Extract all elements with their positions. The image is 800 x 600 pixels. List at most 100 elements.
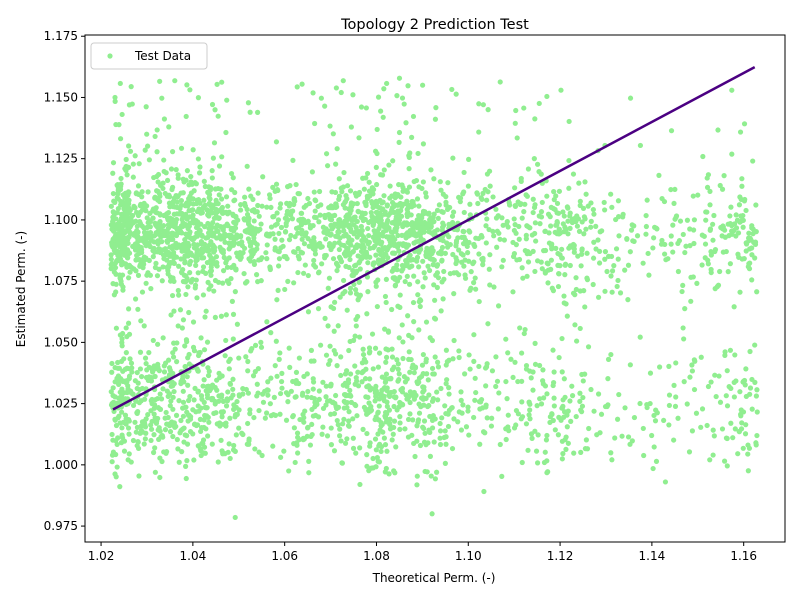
data-point [406,349,412,355]
data-point [180,190,186,196]
data-point [749,277,755,283]
data-point [310,386,316,392]
data-point [292,459,298,466]
data-point [414,196,421,202]
data-point [282,286,288,293]
data-point [441,268,447,275]
data-point [191,397,197,403]
data-point [110,244,116,250]
data-point [521,330,527,337]
data-point [519,459,525,466]
data-point [168,312,174,318]
data-point [707,202,713,208]
data-point [681,336,687,342]
data-point [376,350,383,356]
data-point [479,234,485,240]
data-point [343,393,349,399]
data-point [550,347,556,353]
data-point [438,385,444,392]
data-point [330,224,337,230]
data-point [738,213,744,219]
data-point [230,336,236,342]
data-point [194,243,200,249]
data-point [262,415,268,421]
data-point [391,418,398,424]
data-point [661,417,667,424]
data-point [386,162,392,168]
data-point [586,425,592,432]
data-point [684,401,690,407]
data-point [117,136,124,142]
data-point [485,189,491,195]
data-point [268,330,274,336]
data-point [387,416,393,422]
data-point [533,238,539,244]
data-point [209,101,216,108]
data-point [545,211,552,217]
data-point [355,229,361,235]
data-point [155,188,161,194]
data-point [171,278,177,284]
data-point [420,211,426,217]
data-point [334,261,340,267]
data-point [125,416,132,423]
data-point [183,463,189,469]
data-point [736,202,743,208]
data-point [647,370,654,376]
data-point [363,237,369,243]
data-point [432,354,438,360]
data-point [140,235,146,241]
data-point [222,353,228,359]
data-point [375,410,381,416]
data-point [545,280,551,286]
data-point [519,350,525,356]
data-point [590,255,597,261]
data-point [309,169,315,175]
data-point [292,249,298,255]
data-point [143,416,149,422]
data-point [747,348,753,355]
data-point [274,297,280,303]
data-point [236,425,242,431]
data-point [122,412,129,418]
data-point [183,337,190,343]
data-point [477,441,483,447]
data-point [559,456,565,462]
data-point [126,275,132,281]
data-point [123,325,129,331]
data-point [156,246,162,252]
data-point [236,407,242,413]
data-point [472,397,478,403]
data-point [270,214,276,220]
data-point [646,272,652,278]
data-point [178,269,185,275]
data-point [450,251,456,258]
data-point [421,418,428,424]
data-point [201,377,207,383]
data-point [596,260,603,266]
data-point [340,277,347,284]
data-point [752,342,758,348]
data-point [282,215,288,221]
data-point [163,170,169,176]
data-point [571,249,577,255]
data-point [424,371,430,377]
data-point [252,342,259,348]
data-point [549,411,555,417]
data-point [720,224,726,230]
data-point [405,395,411,401]
data-point [425,248,431,254]
data-point [416,213,422,219]
data-point [580,378,586,384]
data-point [431,439,437,445]
data-point [651,444,657,450]
data-point [216,215,222,222]
data-point [184,433,190,439]
data-point [420,141,426,147]
data-point [459,259,465,265]
data-point [472,375,478,381]
data-point [226,441,232,447]
data-point [372,345,379,351]
data-point [356,191,362,198]
data-point [573,286,579,293]
